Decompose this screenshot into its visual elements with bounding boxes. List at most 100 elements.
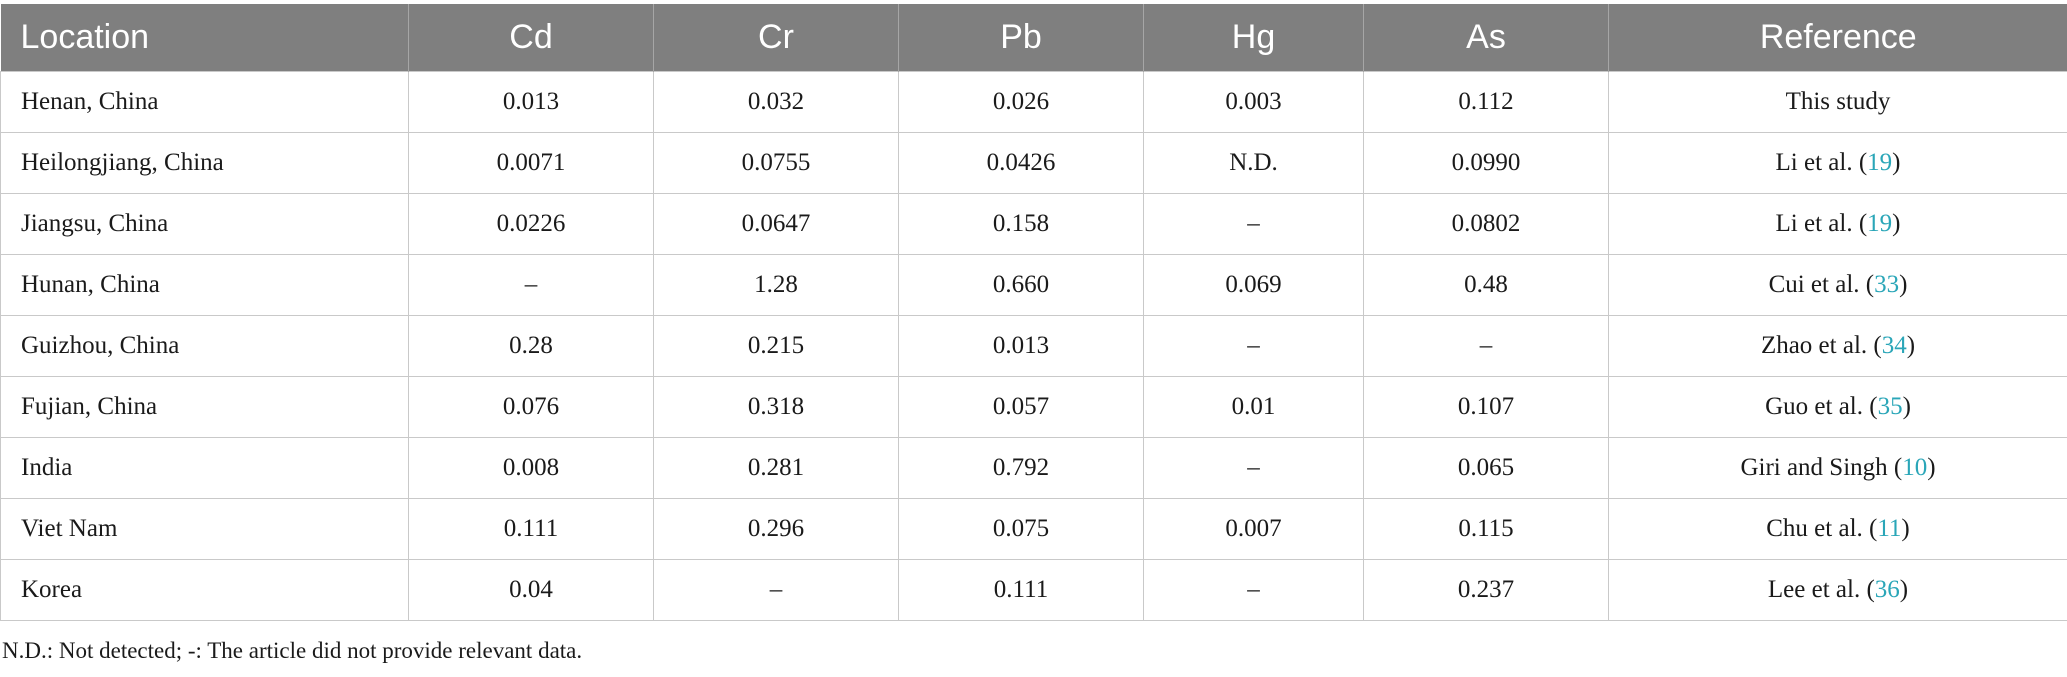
cell-hg: 0.003	[1143, 71, 1364, 133]
reference-text: Zhao et al. (	[1760, 332, 1882, 359]
table-row: Korea 0.04–0.111–0.237 Lee et al. (36)	[0, 559, 2067, 621]
header-pb: Pb	[898, 4, 1144, 72]
cell-hg: 0.007	[1143, 498, 1364, 560]
header-as: As	[1363, 4, 1609, 72]
cell-as: 0.0990	[1363, 132, 1609, 194]
header-hg: Hg	[1143, 4, 1364, 72]
reference-close-paren: )	[1927, 454, 1936, 481]
reference-text: Chu et al. (	[1766, 515, 1878, 542]
reference-close-paren: )	[1899, 271, 1908, 298]
citation-link[interactable]: 11	[1877, 515, 1902, 542]
table-container: Location Cd Cr Pb Hg As Reference Henan,…	[0, 4, 2067, 621]
cell-hg: 0.01	[1143, 376, 1364, 438]
cell-cd: –	[408, 254, 654, 316]
cell-location: India	[0, 437, 409, 499]
table-footnote: N.D.: Not detected; -: The article did n…	[2, 638, 583, 663]
cell-hg: 0.069	[1143, 254, 1364, 316]
cell-reference: Giri and Singh (10)	[1608, 437, 2067, 499]
cell-reference: This study	[1608, 71, 2067, 133]
reference-text: Lee et al. (	[1767, 576, 1875, 603]
cell-location: Korea	[0, 559, 409, 621]
cell-pb: 0.111	[898, 559, 1144, 621]
reference-close-paren: )	[1899, 576, 1909, 603]
citation-link[interactable]: 34	[1881, 332, 1907, 359]
table-row: Hunan, China –1.28 0.660 0.069 0.48 Cui et al…	[0, 254, 2067, 316]
header-reference: Reference	[1608, 4, 2067, 72]
table-row: Heilongjiang, China 0.0071 0.0755 0.0426 N.D…	[0, 132, 2067, 194]
reference-text: Cui et al. (	[1768, 271, 1875, 298]
cell-reference: Chu et al. (11)	[1608, 498, 2067, 560]
cell-location: Hunan, China	[0, 254, 409, 316]
cell-pb: 0.0426	[898, 132, 1144, 194]
cell-reference: Zhao et al. (34)	[1608, 315, 2067, 377]
cell-cr: 0.0647	[653, 193, 899, 255]
cell-reference: Lee et al. (36)	[1608, 559, 2067, 621]
cell-location: Henan, China	[0, 71, 409, 133]
header-cd: Cd	[408, 4, 654, 72]
cell-cd: 0.008	[408, 437, 654, 499]
cell-pb: 0.075	[898, 498, 1144, 560]
citation-link[interactable]: 33	[1874, 271, 1900, 298]
table-row: Jiangsu, China 0.0226 0.0647 0.158–0.0802 Li…	[0, 193, 2067, 255]
cell-pb: 0.013	[898, 315, 1144, 377]
cell-cd: 0.0071	[408, 132, 654, 194]
cell-as: 0.107	[1363, 376, 1609, 438]
cell-cd: 0.076	[408, 376, 654, 438]
cell-cd: 0.28	[408, 315, 654, 377]
cell-cr: 0.281	[653, 437, 899, 499]
cell-cr: –	[653, 559, 899, 621]
cell-pb: 0.158	[898, 193, 1144, 255]
cell-cr: 0.318	[653, 376, 899, 438]
citation-link[interactable]: 19	[1867, 210, 1893, 237]
cell-location: Viet Nam	[0, 498, 409, 560]
cell-pb: 0.660	[898, 254, 1144, 316]
table-row: Viet Nam 0.111 0.296 0.075 0.007 0.115 Chu et …	[0, 498, 2067, 560]
cell-cr: 0.296	[653, 498, 899, 560]
reference-text: This study	[1785, 88, 1891, 115]
cell-pb: 0.792	[898, 437, 1144, 499]
citation-link[interactable]: 35	[1877, 393, 1903, 420]
cell-location: Heilongjiang, China	[0, 132, 409, 194]
cell-as: 0.115	[1363, 498, 1609, 560]
cell-location: Jiangsu, China	[0, 193, 409, 255]
cell-cr: 0.0755	[653, 132, 899, 194]
cell-cd: 0.0226	[408, 193, 654, 255]
reference-text: Guo et al. (	[1765, 393, 1878, 420]
cell-hg: –	[1143, 315, 1364, 377]
reference-close-paren: )	[1892, 210, 1901, 237]
cell-hg: N.D.	[1143, 132, 1364, 194]
reference-text: Giri and Singh (	[1740, 454, 1903, 481]
cell-hg: –	[1143, 193, 1364, 255]
cell-reference: Cui et al. (33)	[1608, 254, 2067, 316]
cell-cr: 0.032	[653, 71, 899, 133]
cell-as: 0.112	[1363, 71, 1609, 133]
table-row: Henan, China 0.013 0.032 0.026 0.003 0.112 Thi…	[0, 71, 2067, 133]
cell-as: 0.48	[1363, 254, 1609, 316]
cell-location: Guizhou, China	[0, 315, 409, 377]
table-row: Fujian, China 0.076 0.318 0.057 0.01 0.107 Guo…	[0, 376, 2067, 438]
citation-link[interactable]: 19	[1867, 149, 1893, 176]
cell-cr: 1.28	[653, 254, 899, 316]
cell-pb: 0.057	[898, 376, 1144, 438]
cell-reference: Li et al. (19)	[1608, 132, 2067, 194]
cell-as: –	[1363, 315, 1609, 377]
reference-close-paren: )	[1906, 332, 1916, 359]
cell-as: 0.0802	[1363, 193, 1609, 255]
cell-location: Fujian, China	[0, 376, 409, 438]
cell-as: 0.065	[1363, 437, 1609, 499]
cell-cd: 0.04	[408, 559, 654, 621]
cell-cd: 0.013	[408, 71, 654, 133]
citation-link[interactable]: 36	[1874, 576, 1900, 603]
cell-reference: Li et al. (19)	[1608, 193, 2067, 255]
table-row: India 0.008 0.281 0.792–0.065 Giri and Singh…	[0, 437, 2067, 499]
comparison-table: Location Cd Cr Pb Hg As Reference Henan,…	[0, 4, 2067, 621]
reference-close-paren: )	[1902, 393, 1911, 420]
cell-hg: –	[1143, 559, 1364, 621]
citation-link[interactable]: 10	[1902, 454, 1928, 481]
table-row: Guizhou, China 0.28 0.215 0.013– – Zhao et al…	[0, 315, 2067, 377]
cell-as: 0.237	[1363, 559, 1609, 621]
reference-close-paren: )	[1901, 515, 1910, 542]
reference-text: Li et al. (	[1775, 210, 1868, 237]
cell-cr: 0.215	[653, 315, 899, 377]
reference-text: Li et al. (	[1775, 149, 1868, 176]
